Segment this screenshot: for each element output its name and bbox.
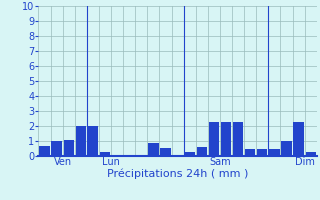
- Bar: [63, 140, 74, 156]
- Bar: [148, 143, 158, 156]
- Bar: [88, 126, 98, 156]
- X-axis label: Précipitations 24h ( mm ): Précipitations 24h ( mm ): [107, 169, 248, 179]
- Bar: [269, 148, 280, 156]
- Bar: [185, 152, 195, 156]
- Bar: [197, 147, 207, 156]
- Bar: [160, 148, 171, 156]
- Bar: [233, 121, 243, 156]
- Bar: [306, 152, 316, 156]
- Bar: [76, 126, 86, 156]
- Bar: [257, 148, 268, 156]
- Bar: [281, 141, 292, 156]
- Bar: [209, 121, 219, 156]
- Bar: [221, 121, 231, 156]
- Bar: [52, 141, 62, 156]
- Bar: [39, 146, 50, 156]
- Bar: [100, 152, 110, 156]
- Bar: [293, 121, 304, 156]
- Bar: [245, 148, 255, 156]
